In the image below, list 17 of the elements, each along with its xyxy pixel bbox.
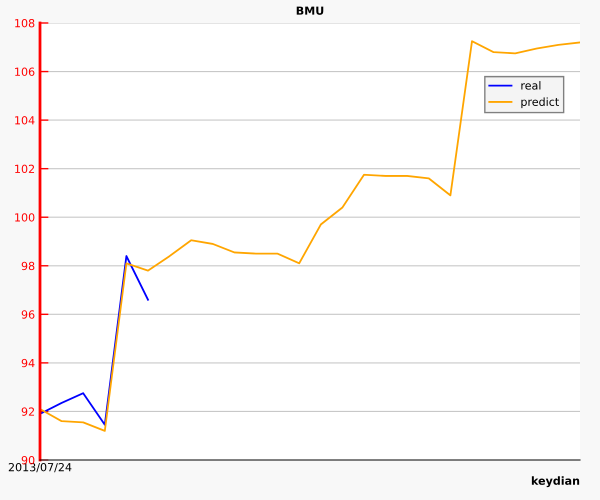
line-series <box>40 255 149 426</box>
x-tick-label: 2013/07/24 <box>8 462 72 472</box>
legend-label: predict <box>521 97 559 108</box>
y-tick-label: 108 <box>15 18 34 28</box>
chart-title: BMU <box>296 6 324 15</box>
y-tick-label: 100 <box>15 213 34 222</box>
y-tick-label: 106 <box>15 68 34 76</box>
y-tick-label: 96 <box>22 310 34 319</box>
x-axis-title: keydian <box>532 476 580 488</box>
legend-label: real <box>521 81 540 90</box>
y-tick-label: 104 <box>15 116 35 124</box>
y-tick-label: 102 <box>15 164 34 174</box>
y-tick-label: 92 <box>22 407 34 416</box>
y-tick-label: 94 <box>22 358 35 368</box>
y-tick-label: 98 <box>22 262 34 270</box>
y-tick-label: 90 <box>22 456 34 464</box>
line-series <box>40 40 580 432</box>
